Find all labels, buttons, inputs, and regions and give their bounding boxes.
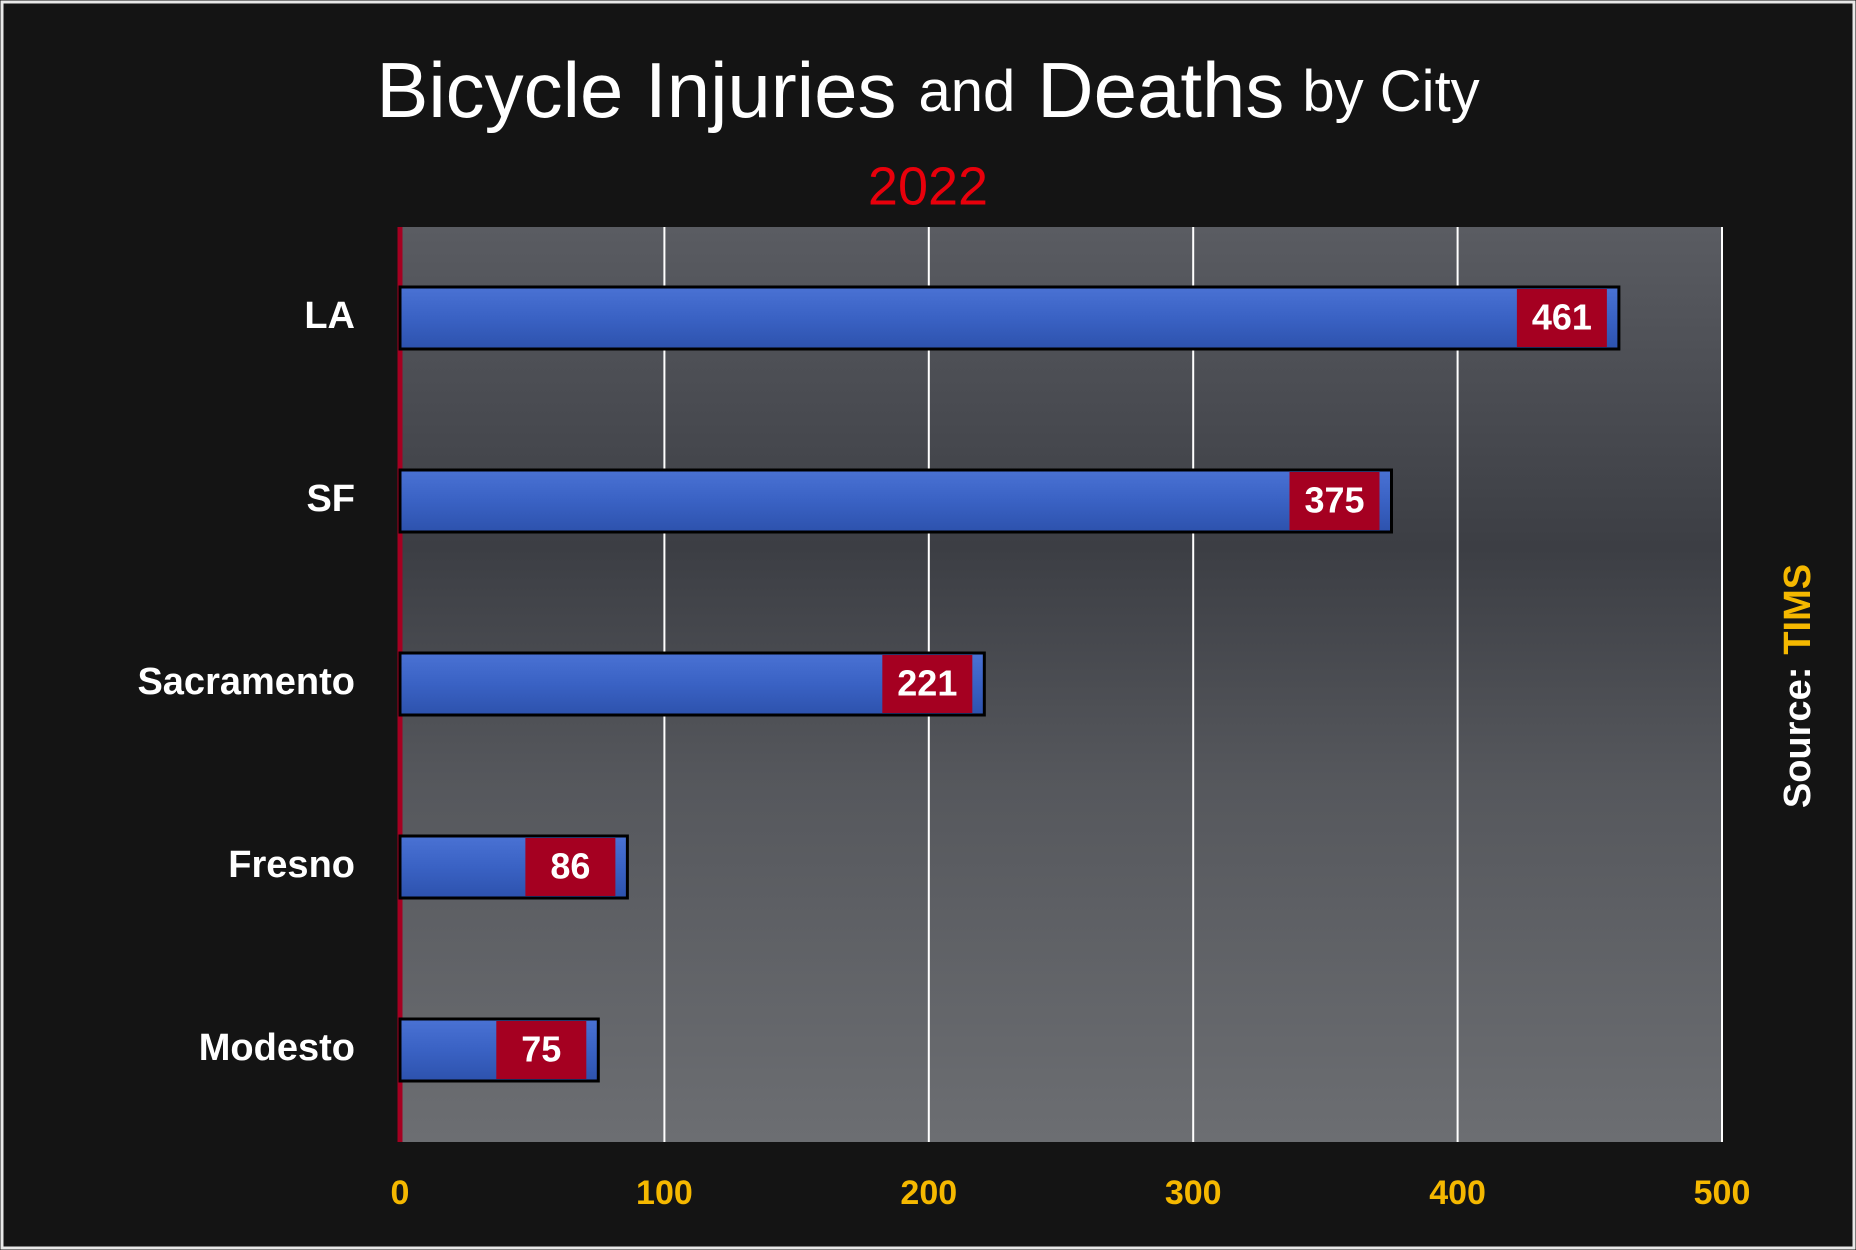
y-tick-label: LA [304, 295, 355, 337]
bar [398, 468, 1393, 534]
title-part: Deaths [1037, 46, 1284, 134]
value-label-box [525, 838, 616, 896]
value-label-box [882, 655, 973, 713]
bar [398, 285, 1621, 351]
title-part: Bicycle Injuries [376, 46, 896, 134]
value-label-box [1516, 289, 1607, 347]
chart-subtitle: 2022 [868, 156, 988, 216]
source-name: TIMS [1777, 564, 1819, 655]
value-label: 75 [521, 1029, 561, 1070]
title-part: by City [1302, 59, 1479, 124]
y-tick-label: SF [306, 478, 355, 520]
chart-title: Bicycle Injuries and Deaths by City [376, 46, 1479, 134]
x-tick-label: 100 [636, 1174, 693, 1212]
value-label-box [496, 1021, 587, 1079]
y-tick-label: Fresno [228, 844, 355, 886]
y-tick-label: Sacramento [137, 661, 355, 703]
value-label: 86 [550, 846, 590, 887]
source-note: Source: TIMS [1777, 564, 1819, 808]
y-tick-label: Modesto [199, 1027, 355, 1069]
x-tick-label: 500 [1694, 1174, 1751, 1212]
value-label-box [1289, 472, 1380, 530]
source-label: Source: [1777, 667, 1819, 808]
x-tick-label: 300 [1165, 1174, 1222, 1212]
x-tick-label: 400 [1429, 1174, 1486, 1212]
plot: 0 100 200 300 400 500 LA 461 SF 375 Sacramento 221 F… [137, 227, 1750, 1212]
title-part: and [919, 59, 1016, 124]
x-tick-label: 200 [900, 1174, 957, 1212]
value-label: 221 [897, 663, 957, 704]
x-tick-label: 0 [391, 1174, 410, 1212]
value-label: 461 [1532, 297, 1592, 338]
value-label: 375 [1304, 480, 1364, 521]
